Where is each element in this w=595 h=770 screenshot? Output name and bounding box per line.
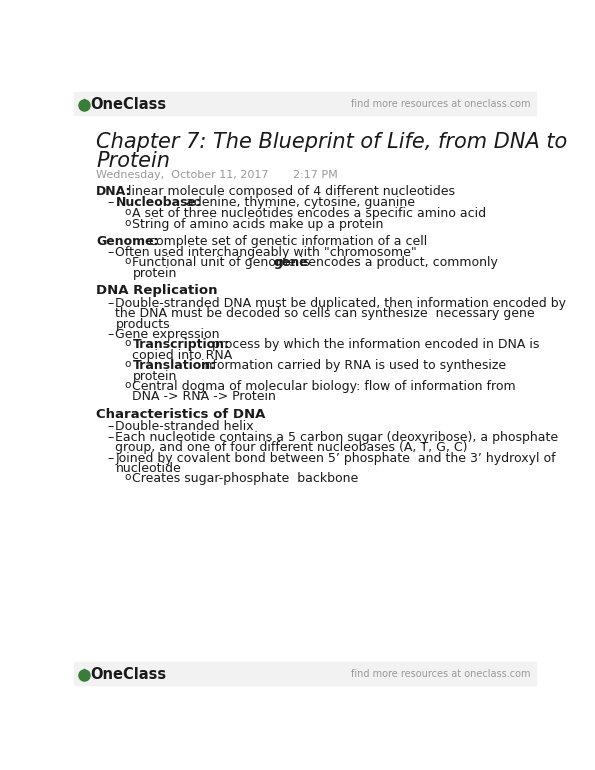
Text: copied into RNA: copied into RNA [133,349,233,362]
Text: protein: protein [133,370,177,383]
Text: Creates sugar-phosphate  backbone: Creates sugar-phosphate backbone [133,472,359,485]
Text: o: o [124,380,130,390]
Text: Double-stranded DNA must be duplicated, then information encoded by: Double-stranded DNA must be duplicated, … [115,296,566,310]
Text: the DNA must be decoded so cells can synthesize  necessary gene: the DNA must be decoded so cells can syn… [115,307,535,320]
Text: find more resources at oneclass.com: find more resources at oneclass.com [350,99,530,109]
Text: group, and one of four different nucleobases (A, T, G, C): group, and one of four different nucleob… [115,441,468,454]
Text: process by which the information encoded in DNA is: process by which the information encoded… [208,338,539,351]
Text: Wednesday,  October 11, 2017       2:17 PM: Wednesday, October 11, 2017 2:17 PM [96,170,338,180]
Text: DNA:: DNA: [96,185,131,198]
Text: information carried by RNA is used to synthesize: information carried by RNA is used to sy… [197,359,506,372]
Text: String of amino acids make up a protein: String of amino acids make up a protein [133,217,384,230]
Text: linear molecule composed of 4 different nucleotides: linear molecule composed of 4 different … [124,185,455,198]
Text: Each nucleotide contains a 5 carbon sugar (deoxyribose), a phosphate: Each nucleotide contains a 5 carbon suga… [115,430,559,444]
Text: –: – [107,246,113,259]
Text: –: – [107,430,113,444]
Text: Double-stranded helix: Double-stranded helix [115,420,254,434]
Text: Genome:: Genome: [96,235,159,248]
Text: Characteristics of DNA: Characteristics of DNA [96,407,265,420]
Text: o: o [124,217,130,227]
Text: o: o [124,256,130,266]
Text: protein: protein [133,266,177,280]
Text: –: – [107,196,113,209]
Text: –: – [107,420,113,434]
Text: products: products [115,317,170,330]
Text: o: o [124,472,130,482]
Text: DNA Replication: DNA Replication [96,284,218,297]
Text: –: – [107,296,113,310]
Bar [74,662,536,685]
Text: o: o [124,338,130,348]
Text: Transcription:: Transcription: [133,338,230,351]
Text: DNA -> RNA -> Protein: DNA -> RNA -> Protein [133,390,276,403]
Text: find more resources at oneclass.com: find more resources at oneclass.com [350,669,530,678]
Text: Functional unit of genome is: Functional unit of genome is [133,256,314,270]
Text: OneClass: OneClass [90,97,167,112]
Bar [74,92,536,115]
Text: Nucleobase:: Nucleobase: [115,196,202,209]
Text: nucleotide: nucleotide [115,462,181,475]
Text: –: – [107,451,113,464]
Text: Gene expression: Gene expression [115,328,220,341]
Text: o: o [124,207,130,217]
Text: A set of three nucleotides encodes a specific amino acid: A set of three nucleotides encodes a spe… [133,207,487,220]
Text: OneClass: OneClass [90,667,167,682]
Text: : encodes a product, commonly: : encodes a product, commonly [300,256,498,270]
Text: Translation:: Translation: [133,359,215,372]
Text: Protein: Protein [96,151,170,171]
Text: o: o [124,359,130,369]
Text: gene: gene [273,256,308,270]
Text: Chapter 7: The Blueprint of Life, from DNA to: Chapter 7: The Blueprint of Life, from D… [96,132,567,152]
Text: –: – [107,328,113,341]
Text: adenine, thymine, cytosine, guanine: adenine, thymine, cytosine, guanine [182,196,415,209]
Text: Central dogma of molecular biology: flow of information from: Central dogma of molecular biology: flow… [133,380,516,393]
Text: Joined by covalent bond between 5’ phosphate  and the 3’ hydroxyl of: Joined by covalent bond between 5’ phosp… [115,451,556,464]
Text: Often used interchangeably with "chromosome": Often used interchangeably with "chromos… [115,246,417,259]
Text: complete set of genetic information of a cell: complete set of genetic information of a… [145,235,427,248]
